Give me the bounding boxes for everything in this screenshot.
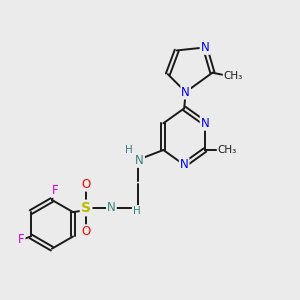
Text: N: N <box>135 154 144 167</box>
Text: N: N <box>181 85 190 98</box>
Text: F: F <box>52 184 58 197</box>
Text: S: S <box>81 201 91 215</box>
Text: F: F <box>18 233 25 246</box>
Text: N: N <box>180 158 189 171</box>
Text: N: N <box>201 117 209 130</box>
Text: O: O <box>82 178 91 191</box>
Text: CH₃: CH₃ <box>218 145 237 155</box>
Text: O: O <box>82 225 91 238</box>
Text: CH₃: CH₃ <box>224 71 243 81</box>
Text: N: N <box>107 202 116 214</box>
Text: N: N <box>201 41 209 54</box>
Text: H: H <box>125 145 133 155</box>
Text: H: H <box>133 206 140 216</box>
